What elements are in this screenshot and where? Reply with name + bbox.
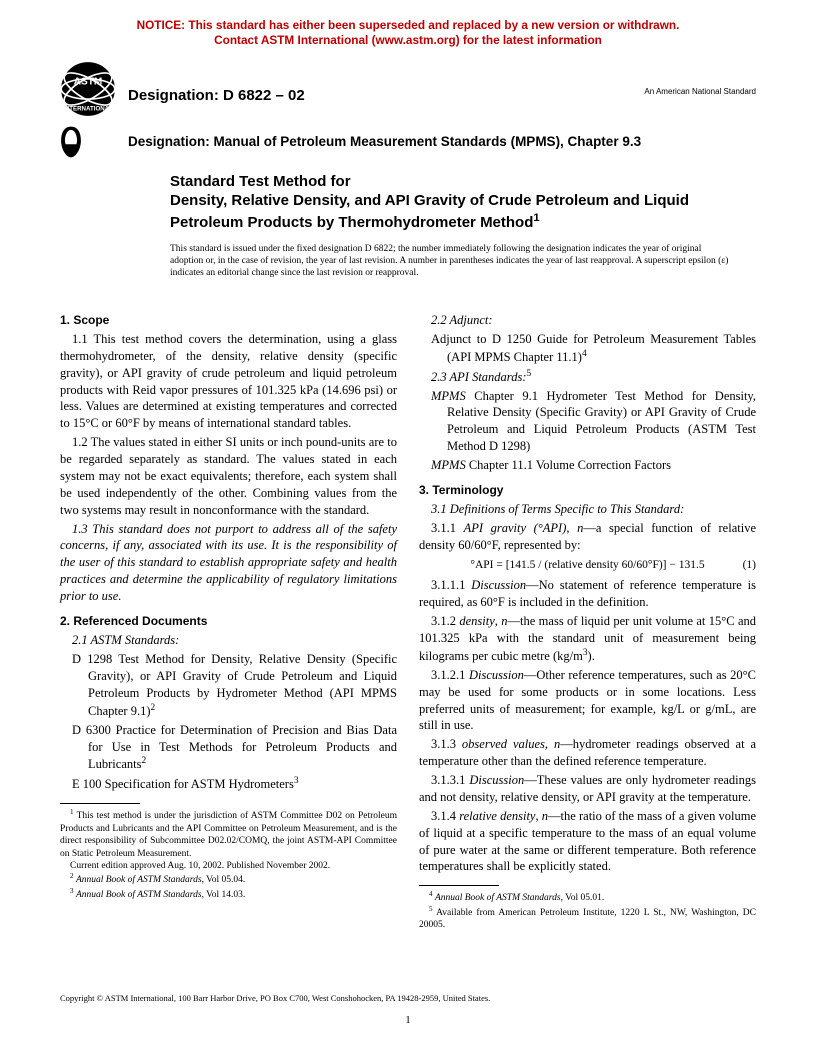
page-container: NOTICE: This standard has either been su… (0, 0, 816, 1056)
mpms-designation: Designation: Manual of Petroleum Measure… (128, 133, 641, 151)
term-3-1-2-1: 3.1.2.1 Discussion—Other reference tempe… (419, 667, 756, 735)
ref-d6300: D 6300 Practice for Determination of Pre… (60, 722, 397, 774)
page-number: 1 (0, 1013, 816, 1028)
notice-line2: Contact ASTM International (www.astm.org… (214, 33, 602, 47)
title-block: Standard Test Method for Density, Relati… (170, 173, 756, 232)
ref-adjunct: Adjunct to D 1250 Guide for Petroleum Me… (419, 331, 756, 366)
footnote-2: 2 Annual Book of ASTM Standards, Vol 05.… (60, 872, 397, 887)
equation-1: °API = [141.5 / (relative density 60/60°… (419, 558, 756, 574)
term-3-1-1: 3.1.1 API gravity (°API), n—a special fu… (419, 520, 756, 554)
right-column: 2.2 Adjunct: Adjunct to D 1250 Guide for… (419, 304, 756, 932)
ref-d1298: D 1298 Test Method for Density, Relative… (60, 651, 397, 720)
footnote-4: 4 Annual Book of ASTM Standards, Vol 05.… (419, 890, 756, 905)
footnote-1: 1 This test method is under the jurisdic… (60, 808, 397, 860)
ref-mpms91: MPMS Chapter 9.1 Hydrometer Test Method … (419, 388, 756, 456)
issue-note: This standard is issued under the fixed … (170, 243, 736, 280)
ref-2-3: 2.3 API Standards:5 (419, 368, 756, 386)
notice-line1: NOTICE: This standard has either been su… (137, 18, 680, 32)
scope-1-1: 1.1 This test method covers the determin… (60, 331, 397, 432)
svg-text:INTERNATIONAL: INTERNATIONAL (63, 106, 113, 113)
footnote-3: 3 Annual Book of ASTM Standards, Vol 14.… (60, 887, 397, 902)
term-3-1-2: 3.1.2 density, n—the mass of liquid per … (419, 613, 756, 665)
copyright-line: Copyright © ASTM International, 100 Barr… (60, 993, 756, 1004)
footnote-1b: Current edition approved Aug. 10, 2002. … (60, 860, 397, 872)
designation-text: Designation: D 6822 – 02 (128, 72, 644, 106)
ref-heading: 2. Referenced Documents (60, 613, 397, 629)
term-3-1-3: 3.1.3 observed values, n—hydrometer read… (419, 736, 756, 770)
ref-mpms111: MPMS Chapter 11.1 Volume Correction Fact… (419, 457, 756, 474)
term-3-1: 3.1 Definitions of Terms Specific to Thi… (419, 501, 756, 518)
scope-1-3: 1.3 This standard does not purport to ad… (60, 521, 397, 605)
ref-2-1: 2.1 ASTM Standards: (60, 632, 397, 649)
notice-banner: NOTICE: This standard has either been su… (60, 18, 756, 47)
title-text: Standard Test Method for Density, Relati… (170, 173, 756, 232)
scope-1-2: 1.2 The values stated in either SI units… (60, 434, 397, 518)
two-column-body: 1. Scope 1.1 This test method covers the… (60, 304, 756, 932)
ref-e100: E 100 Specification for ASTM Hydrometers… (60, 775, 397, 793)
left-column: 1. Scope 1.1 This test method covers the… (60, 304, 397, 932)
svg-text:ASTM: ASTM (74, 77, 103, 88)
footnote-5: 5 Available from American Petroleum Inst… (419, 905, 756, 932)
scope-heading: 1. Scope (60, 312, 397, 328)
term-heading: 3. Terminology (419, 482, 756, 498)
term-3-1-1-1: 3.1.1.1 Discussion—No statement of refer… (419, 577, 756, 611)
ref-2-2: 2.2 Adjunct: (419, 312, 756, 329)
astm-logo-icon: ASTM INTERNATIONAL (60, 61, 116, 117)
term-3-1-3-1: 3.1.3.1 Discussion—These values are only… (419, 772, 756, 806)
national-standard-note: An American National Standard (644, 81, 756, 98)
api-logo-icon (60, 125, 82, 159)
term-3-1-4: 3.1.4 relative density, n—the ratio of t… (419, 808, 756, 876)
mpms-row: Designation: Manual of Petroleum Measure… (60, 125, 756, 159)
footnote-rule-right (419, 885, 499, 886)
header-row: ASTM INTERNATIONAL Designation: D 6822 –… (60, 61, 756, 117)
footnote-rule-left (60, 803, 140, 804)
